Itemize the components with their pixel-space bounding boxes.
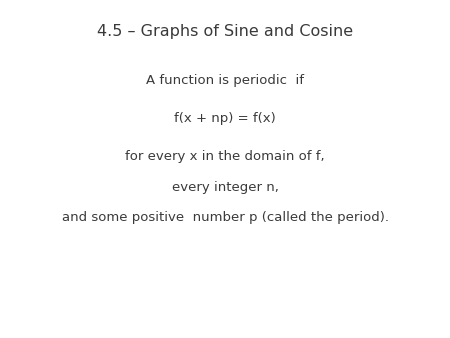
Text: and some positive  number p (called the period).: and some positive number p (called the p… [62, 211, 388, 224]
Text: every integer n,: every integer n, [171, 181, 279, 194]
Text: for every x in the domain of f,: for every x in the domain of f, [125, 150, 325, 163]
Text: A function is periodic  if: A function is periodic if [146, 74, 304, 87]
Text: 4.5 – Graphs of Sine and Cosine: 4.5 – Graphs of Sine and Cosine [97, 24, 353, 39]
Text: f(x + np) = f(x): f(x + np) = f(x) [174, 112, 276, 124]
